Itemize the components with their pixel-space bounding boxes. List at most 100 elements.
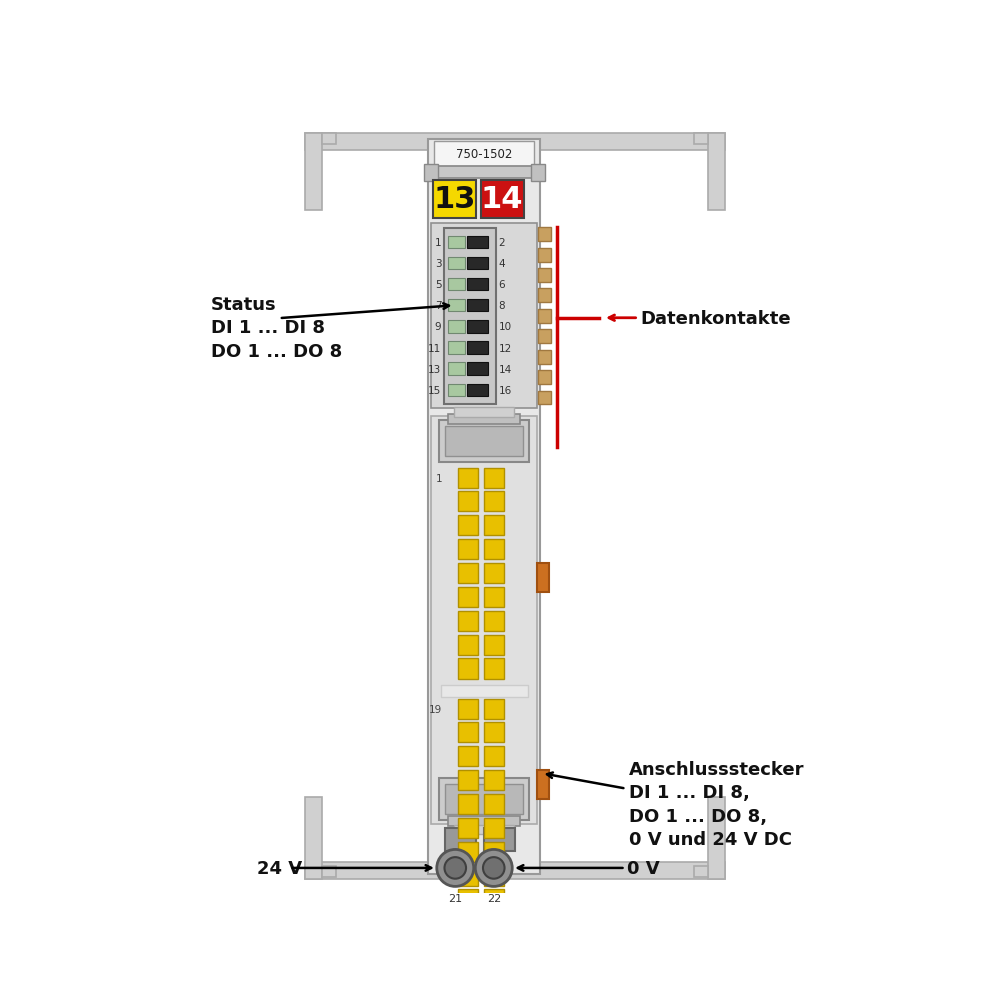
Bar	[693, 867, 707, 878]
Bar	[457, 659, 477, 679]
Text: 8: 8	[497, 301, 505, 311]
Bar	[466, 384, 487, 396]
Text: 24 V: 24 V	[257, 859, 302, 877]
Text: 21: 21	[447, 893, 461, 903]
Bar	[440, 685, 528, 697]
Text: 1: 1	[434, 238, 441, 248]
Bar	[457, 588, 477, 607]
Circle shape	[482, 858, 505, 879]
Bar	[483, 699, 504, 719]
Bar	[457, 746, 477, 766]
Bar	[538, 249, 551, 262]
Bar	[457, 818, 477, 839]
Text: 14: 14	[480, 186, 523, 214]
Bar	[448, 321, 464, 333]
Bar	[457, 611, 477, 631]
Text: 750-1502: 750-1502	[455, 147, 512, 160]
Text: 10: 10	[497, 322, 511, 332]
Bar	[322, 867, 336, 878]
Bar	[483, 818, 504, 839]
Bar	[457, 918, 508, 928]
Bar	[466, 321, 487, 333]
Bar	[707, 134, 724, 211]
Text: 5: 5	[434, 280, 441, 290]
Bar	[483, 540, 504, 560]
Text: Status
DI 1 ... DI 8
DO 1 ... DO 8: Status DI 1 ... DI 8 DO 1 ... DO 8	[211, 296, 342, 361]
Bar	[483, 611, 504, 631]
Bar	[434, 141, 534, 166]
Bar	[483, 659, 504, 679]
Bar	[483, 588, 504, 607]
Bar	[432, 181, 475, 219]
Text: 0 V: 0 V	[626, 859, 659, 877]
Bar	[483, 468, 504, 488]
Bar	[447, 902, 521, 918]
Bar	[538, 310, 551, 323]
Bar	[538, 228, 551, 242]
Bar	[483, 491, 504, 512]
Bar	[483, 723, 504, 742]
Bar	[483, 794, 504, 814]
Bar	[444, 426, 523, 456]
Text: 22: 22	[486, 893, 500, 903]
Bar	[448, 342, 464, 354]
Bar	[483, 564, 504, 584]
Bar	[428, 139, 540, 875]
Text: 2: 2	[497, 238, 505, 248]
Text: 19: 19	[428, 704, 441, 714]
Bar	[438, 778, 529, 820]
Bar	[448, 363, 464, 375]
Bar	[305, 134, 322, 211]
Text: 11: 11	[427, 343, 441, 353]
Bar	[457, 770, 477, 790]
Bar	[483, 866, 504, 886]
Bar	[531, 164, 544, 182]
Bar	[466, 279, 487, 291]
Bar	[448, 279, 464, 291]
Text: 13: 13	[427, 364, 441, 374]
Bar	[429, 166, 538, 179]
Bar	[454, 408, 514, 417]
Bar	[305, 862, 724, 879]
Bar	[483, 635, 504, 655]
Bar	[538, 371, 551, 384]
Bar	[448, 384, 464, 396]
Bar	[431, 416, 537, 824]
Bar	[466, 237, 487, 249]
Bar	[431, 225, 537, 409]
Bar	[444, 828, 475, 852]
Bar	[483, 746, 504, 766]
Bar	[483, 770, 504, 790]
Circle shape	[444, 858, 465, 879]
Bar	[538, 289, 551, 303]
Bar	[305, 797, 322, 879]
Bar	[457, 564, 477, 584]
Bar	[457, 491, 477, 512]
Bar	[448, 237, 464, 249]
Bar	[457, 540, 477, 560]
Bar	[457, 635, 477, 655]
Text: 15: 15	[427, 385, 441, 395]
Text: 9: 9	[434, 322, 441, 332]
Bar	[693, 134, 707, 145]
Bar	[448, 258, 464, 270]
Bar	[448, 300, 464, 312]
Bar	[444, 784, 523, 814]
Circle shape	[474, 850, 512, 887]
Bar	[483, 842, 504, 862]
Text: Anschlussstecker
DI 1 ... DI 8,
DO 1 ... DO 8,
0 V und 24 V DC: Anschlussstecker DI 1 ... DI 8, DO 1 ...…	[628, 760, 803, 849]
Bar	[537, 770, 549, 799]
Bar	[443, 229, 495, 404]
Bar	[448, 414, 520, 425]
Bar	[454, 825, 514, 834]
Bar	[457, 794, 477, 814]
Bar	[457, 723, 477, 742]
Bar	[457, 516, 477, 536]
Bar	[466, 300, 487, 312]
Bar	[538, 350, 551, 364]
Text: 1: 1	[435, 473, 441, 483]
Text: 13: 13	[433, 186, 475, 214]
Bar	[537, 564, 549, 593]
Text: 3: 3	[434, 259, 441, 269]
Bar	[538, 269, 551, 283]
